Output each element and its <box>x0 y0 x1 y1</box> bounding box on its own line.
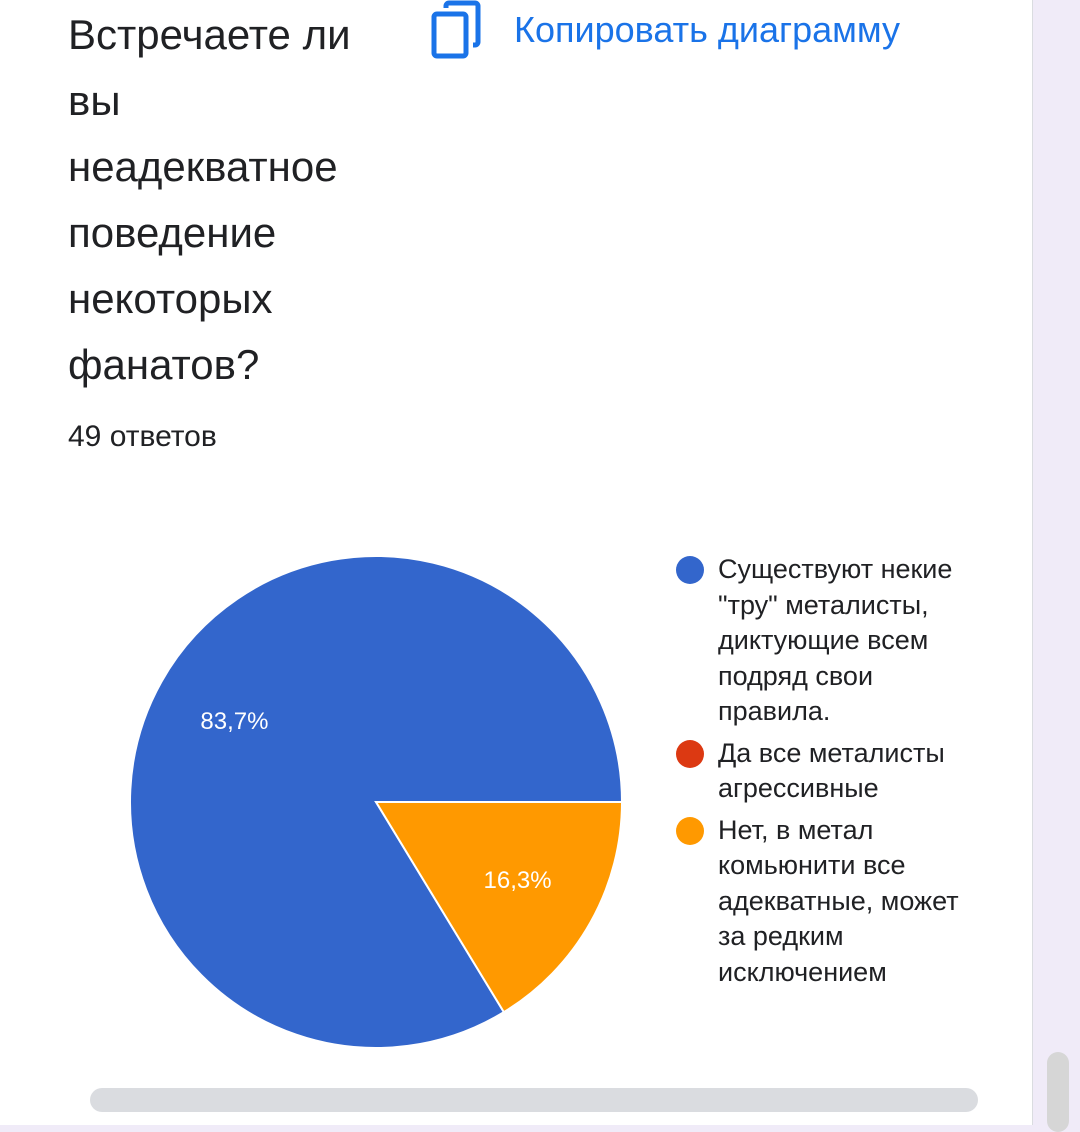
vertical-scrollbar[interactable] <box>1047 1052 1069 1132</box>
legend-label: Да все металисты агрессивные <box>718 737 945 804</box>
legend-color-dot <box>676 816 704 845</box>
pie-slice-label-3: 16,3% <box>484 867 552 894</box>
pie-slice-label-1: 83,7% <box>200 708 268 735</box>
legend-item: Да все металисты агрессивные <box>676 736 976 807</box>
legend-label: Существуют некие "тру" металисты, диктую… <box>718 554 953 726</box>
response-count: 49 ответов <box>68 420 217 453</box>
copy-chart-button[interactable]: Копировать диаграмму <box>430 0 900 60</box>
legend-color-dot <box>676 739 704 768</box>
pie-slice-3 <box>374 801 624 1014</box>
legend-item: Существуют некие "тру" металисты, диктую… <box>676 552 976 730</box>
legend-item: Нет, в метал комьюнити все адекватные, м… <box>676 813 976 991</box>
copy-chart-label: Копировать диаграмму <box>514 9 901 50</box>
legend-label: Нет, в метал комьюнити все адекватные, м… <box>718 814 959 987</box>
question-card: Встречаете ли вы неадекватное поведение … <box>0 0 1033 1125</box>
horizontal-scrollbar[interactable] <box>90 1088 978 1112</box>
question-title: Встречаете ли вы неадекватное поведение … <box>68 11 351 388</box>
pie-chart: 83,7% 16,3% <box>129 555 624 1049</box>
chart-legend: Существуют некие "тру" металисты, диктую… <box>676 552 976 996</box>
copy-icon <box>431 0 481 59</box>
legend-color-dot <box>676 556 704 584</box>
